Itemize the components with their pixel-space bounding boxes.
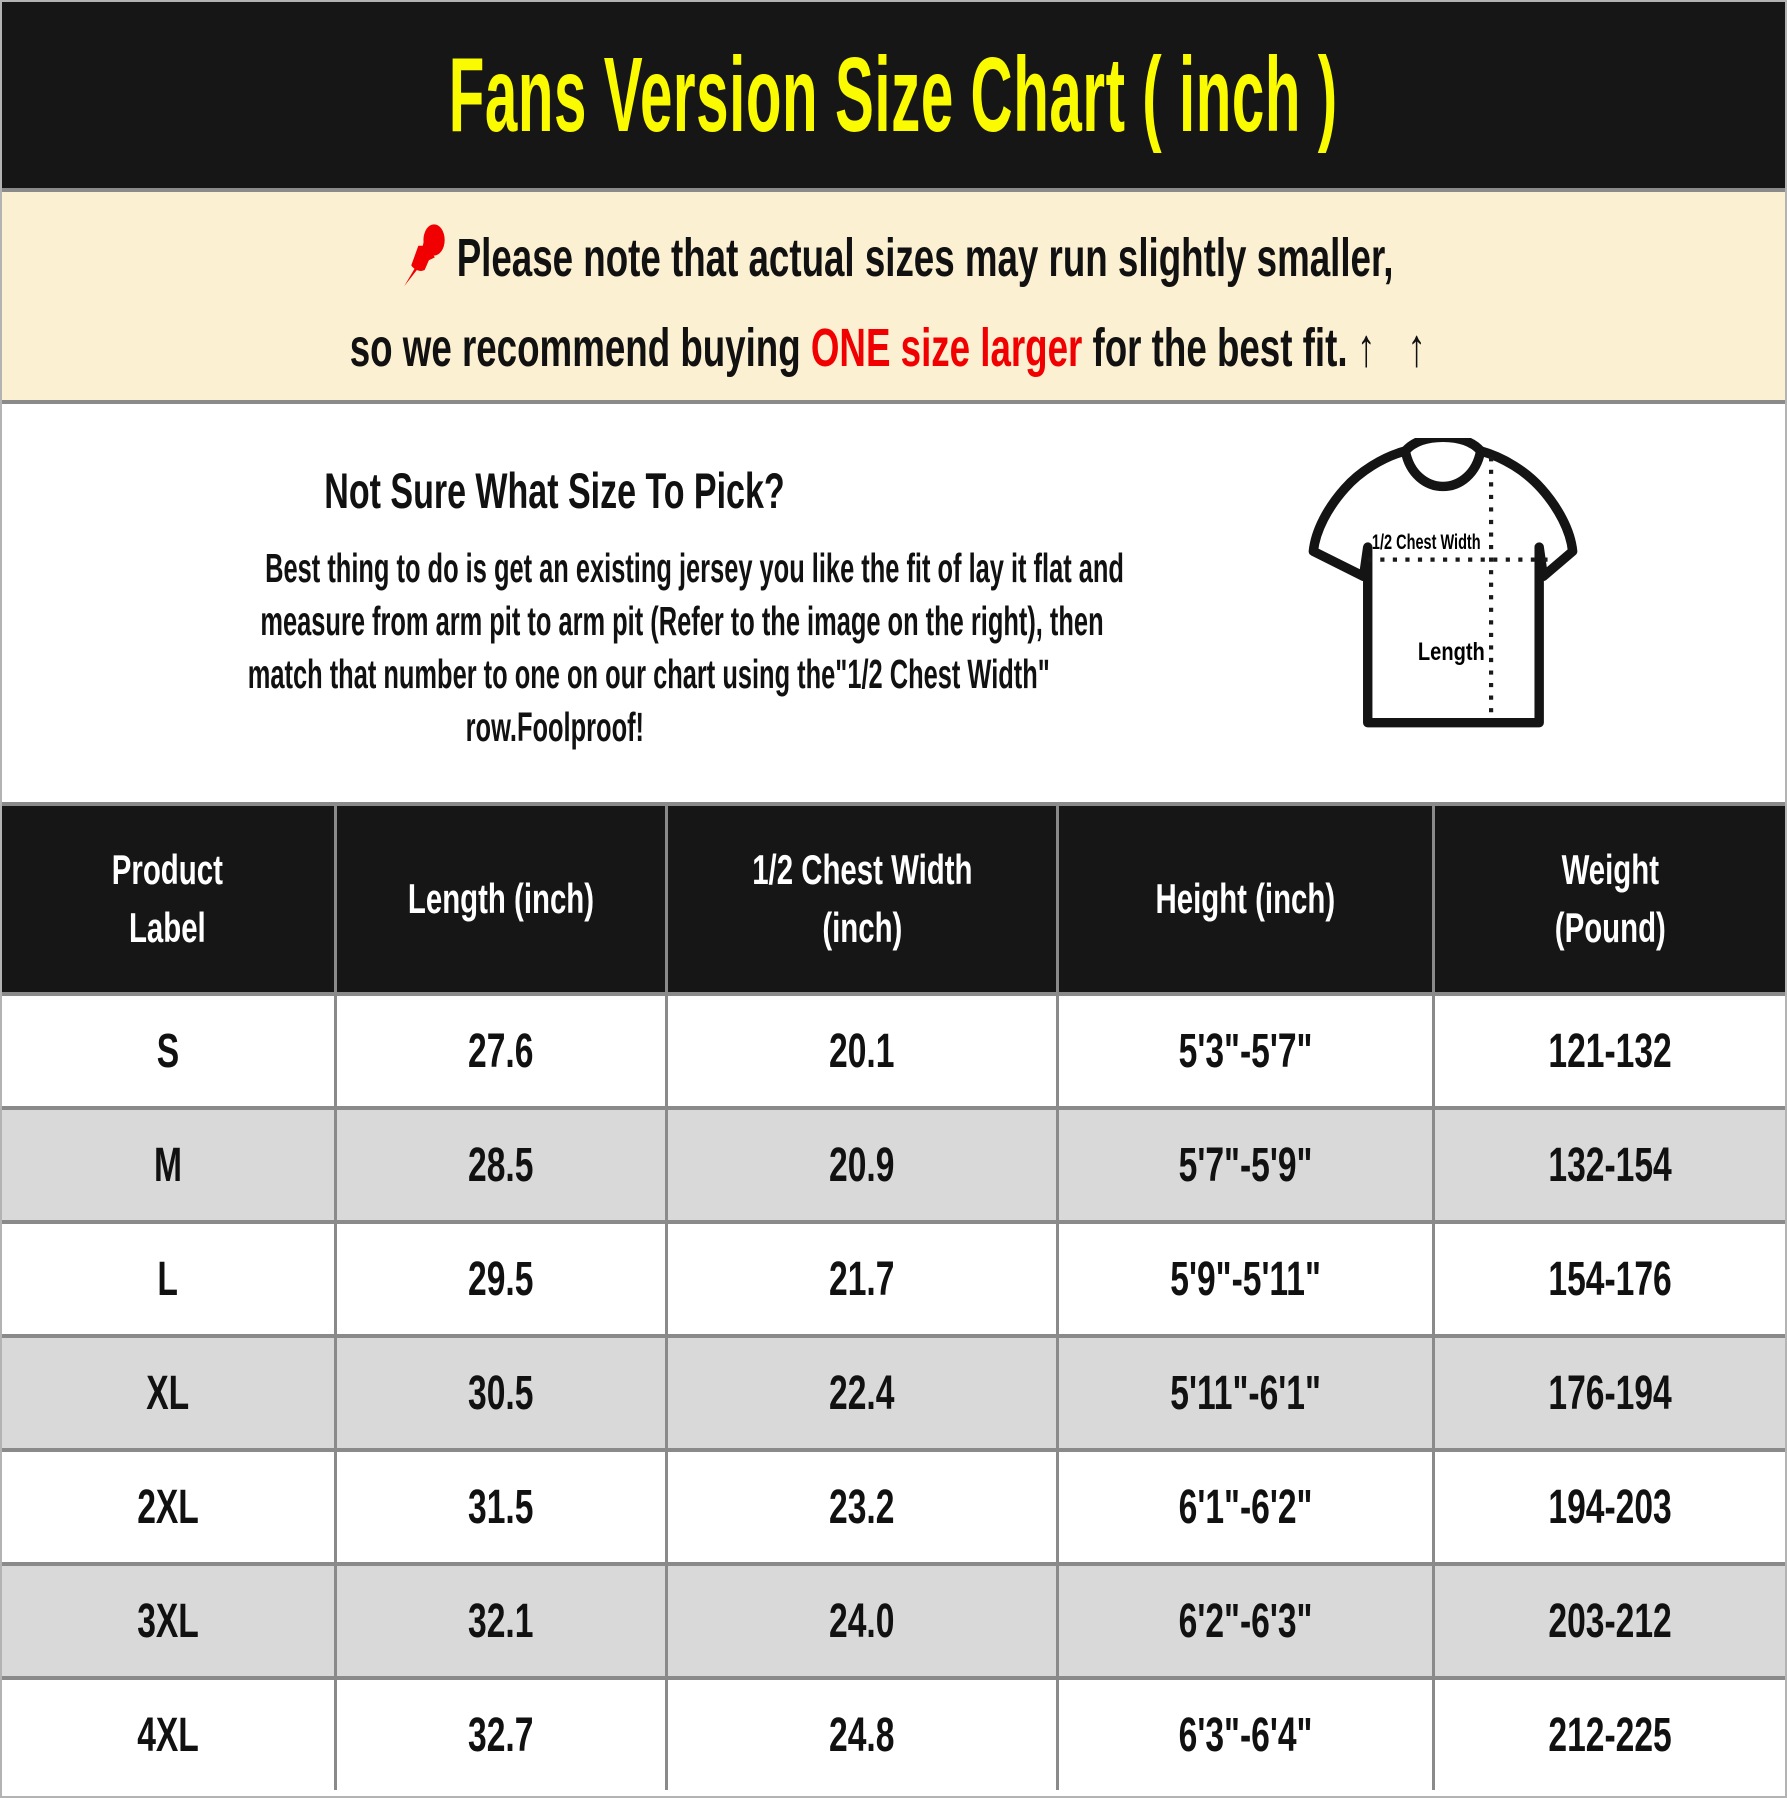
table-cell: 154-176 — [1431, 1224, 1785, 1334]
note-line-1: Please note that actual sizes may run sl… — [2, 218, 1785, 292]
table-cell: 24.8 — [665, 1680, 1055, 1790]
header-cell: Product Label — [2, 806, 334, 992]
header-cell: Length (inch) — [333, 806, 666, 992]
table-cell: 203-212 — [1431, 1566, 1785, 1676]
table-row: S 27.6 20.1 5'3"-5'7" 121-132 — [2, 992, 1785, 1106]
tshirt-measure-diagram-icon: 1/2 Chest Width Length — [1308, 438, 1578, 728]
table-cell: 2XL — [137, 1480, 199, 1534]
table-row: 3XL 32.1 24.0 6'2"-6'3" 203-212 — [2, 1562, 1785, 1676]
table-body: S 27.6 20.1 5'3"-5'7" 121-132 M 28.5 20.9 5'7"-5… — [2, 992, 1785, 1790]
table-cell: 194-203 — [1431, 1452, 1785, 1562]
size-help-body-line: Best thing to do is get an existing jers… — [265, 545, 1124, 591]
header-cell: 1/2 Chest Width (inch) — [665, 806, 1056, 992]
table-row: M 28.5 20.9 5'7"-5'9" 132-154 — [2, 1106, 1785, 1220]
table-cell: 21.7 — [665, 1224, 1055, 1334]
table-cell: 22.4 — [665, 1338, 1055, 1448]
table-cell: 4XL — [137, 1708, 199, 1762]
table-row: 2XL 31.5 23.2 6'1"-6'2" 194-203 — [2, 1448, 1785, 1562]
table-cell: 5'7"-5'9" — [1055, 1110, 1432, 1220]
table-cell: XL — [146, 1366, 190, 1420]
header-cell: Height (inch) — [1055, 806, 1432, 992]
note-highlight: ONE size larger — [811, 318, 1083, 378]
page-title: Fans Version Size Chart ( inch ) — [448, 35, 1339, 154]
table-cell: S — [156, 1024, 180, 1078]
header-cell: Weight (Pound) — [1431, 806, 1785, 992]
note-banner: Please note that actual sizes may run sl… — [2, 192, 1785, 404]
table-cell: 6'1"-6'2" — [1055, 1452, 1432, 1562]
table-cell: 32.1 — [333, 1566, 666, 1676]
table-cell: 23.2 — [665, 1452, 1055, 1562]
table-cell: 24.0 — [665, 1566, 1055, 1676]
size-help-body-line: match that number to one on our chart us… — [247, 651, 1050, 697]
table-cell: 212-225 — [1431, 1680, 1785, 1790]
table-header-row: Product Label Length (inch) 1/2 Chest Width… — [2, 802, 1785, 992]
table-cell: 29.5 — [333, 1224, 666, 1334]
table-cell: 20.1 — [665, 996, 1055, 1106]
pushpin-icon — [394, 218, 457, 292]
table-cell: 6'2"-6'3" — [1055, 1566, 1432, 1676]
note-text-1: Please note that actual sizes may run sl… — [456, 228, 1394, 288]
size-table: Product Label Length (inch) 1/2 Chest Width… — [2, 802, 1785, 1790]
table-cell: 5'11"-6'1" — [1055, 1338, 1432, 1448]
table-row: L 29.5 21.7 5'9"-5'11" 154-176 — [2, 1220, 1785, 1334]
table-cell: 31.5 — [333, 1452, 666, 1562]
table-cell: 3XL — [137, 1594, 199, 1648]
table-cell: 176-194 — [1431, 1338, 1785, 1448]
note-text-2-prefix: so we recommend buying — [350, 318, 812, 378]
size-help-body-line: measure from arm pit to arm pit (Refer t… — [260, 598, 1104, 644]
table-cell: 27.6 — [333, 996, 666, 1106]
table-cell: 20.9 — [665, 1110, 1055, 1220]
size-help-heading: Not Sure What Size To Pick? — [324, 463, 785, 519]
table-row: XL 30.5 22.4 5'11"-6'1" 176-194 — [2, 1334, 1785, 1448]
table-cell: 5'3"-5'7" — [1055, 996, 1432, 1106]
table-cell: M — [153, 1138, 182, 1192]
note-line-2: so we recommend buying ONE size larger f… — [2, 318, 1785, 378]
length-label: Length — [1418, 638, 1485, 666]
chest-width-label: 1/2 Chest Width — [1372, 531, 1481, 554]
table-cell: 30.5 — [333, 1338, 666, 1448]
size-help-body-line: row.Foolproof! — [465, 704, 644, 750]
title-bar: Fans Version Size Chart ( inch ) — [2, 2, 1785, 192]
table-cell: 121-132 — [1431, 996, 1785, 1106]
table-cell: 5'9"-5'11" — [1055, 1224, 1432, 1334]
table-cell: L — [157, 1252, 179, 1306]
note-text-2-suffix: for the best fit. — [1082, 318, 1348, 378]
size-help-section: Not Sure What Size To Pick? Best thing t… — [2, 404, 1785, 802]
size-help-text: Not Sure What Size To Pick? Best thing t… — [2, 404, 1124, 802]
table-row: 4XL 32.7 24.8 6'3"-6'4" 212-225 — [2, 1676, 1785, 1790]
table-cell: 132-154 — [1431, 1110, 1785, 1220]
table-cell: 28.5 — [333, 1110, 666, 1220]
table-cell: 32.7 — [333, 1680, 666, 1790]
table-cell: 6'3"-6'4" — [1055, 1680, 1432, 1790]
shirt-diagram-area: 1/2 Chest Width Length — [1107, 404, 1785, 802]
up-arrows-icon: ↑ ↑ — [1357, 318, 1437, 378]
